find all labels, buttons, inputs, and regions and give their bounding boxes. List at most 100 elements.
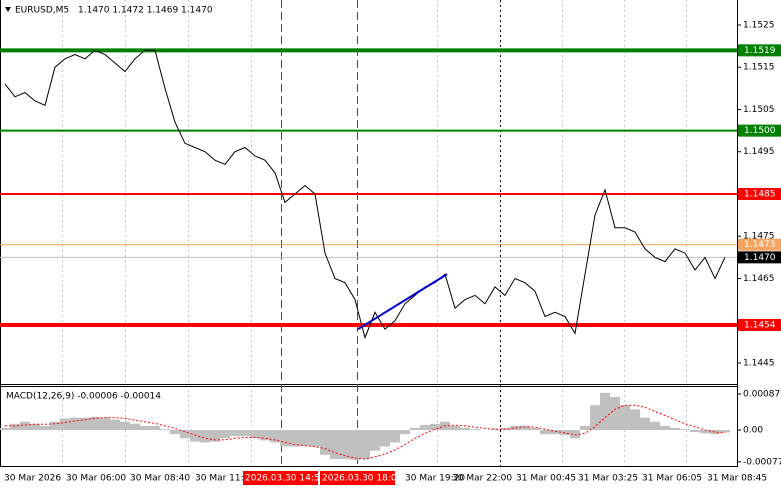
macd-bar (330, 430, 340, 459)
y-tick-label: 1.1505 (743, 105, 775, 115)
level-label-bg (738, 318, 781, 331)
y-tick-label: 1.1525 (743, 20, 775, 30)
macd-bar (40, 425, 50, 431)
macd-bar (590, 405, 600, 431)
x-tick-label: 31 Mar 08:45 (707, 474, 767, 484)
macd-bar (70, 417, 80, 431)
x-tick-label: 30 Mar 2026 (4, 474, 61, 484)
macd-bar (120, 421, 130, 431)
trend-line (357, 273, 448, 331)
macd-bar (190, 430, 200, 442)
macd-bar (90, 416, 100, 431)
macd-bar (160, 429, 170, 431)
macd-bar (470, 429, 480, 431)
macd-bar (720, 430, 730, 433)
level-label: 1.1470 (744, 253, 776, 263)
macd-bar (260, 430, 270, 441)
macd-bar (310, 430, 320, 447)
macd-bar (620, 405, 630, 431)
price-line (4, 49, 726, 340)
ohlc-values: 1.1470 1.1472 1.1469 1.1470 (78, 6, 213, 16)
level-label-bg (738, 251, 781, 264)
macd-bar (110, 419, 120, 431)
macd-bar (670, 427, 680, 431)
macd-bar (560, 430, 570, 435)
x-tick-label: 31 Mar 03:25 (578, 474, 638, 484)
macd-bar (210, 430, 220, 442)
macd-bar (680, 429, 690, 431)
level-label: 1.1519 (744, 46, 776, 56)
macd-bar (230, 430, 240, 437)
macd-bar (300, 430, 310, 446)
macd-bar (580, 425, 590, 431)
level-label: 1.1473 (744, 240, 776, 250)
macd-bar (640, 417, 650, 431)
x-tick-label: 30 Mar 11: (195, 474, 244, 484)
macd-bar (140, 425, 150, 431)
macd-bar (340, 430, 350, 459)
macd-bar (660, 425, 670, 431)
level-label-bg (738, 187, 781, 200)
macd-bar (60, 418, 70, 431)
signal-line (5, 404, 726, 460)
macd-bar (450, 425, 460, 431)
macd-bar (150, 425, 160, 431)
x-tick-label: 30 Mar 22:00 (452, 474, 512, 484)
macd-bar (280, 430, 290, 447)
x-tick-label: 31 Mar 06:05 (642, 474, 702, 484)
macd-bar (690, 430, 700, 433)
macd-bar (50, 421, 60, 431)
macd-bar (180, 430, 190, 439)
macd-bar (320, 430, 330, 455)
x-tick-label: 30 Mar 19:20 (405, 474, 465, 484)
macd-bar (400, 430, 410, 435)
macd-bar (710, 430, 720, 435)
macd-title: MACD(12,26,9) -0.00006 -0.00014 (6, 392, 161, 402)
y-tick-label: 1.1445 (743, 358, 775, 368)
macd-bar (380, 430, 390, 447)
macd-bar (240, 430, 250, 437)
x-tick-label: 31 Mar 00:45 (516, 474, 576, 484)
macd-bar (290, 430, 300, 447)
macd-bar (360, 430, 370, 459)
macd-bar (200, 430, 210, 443)
y-tick-label: 0.00 (743, 426, 763, 436)
macd-bar (350, 430, 360, 460)
macd-bar (20, 421, 30, 431)
macd-bar (100, 417, 110, 431)
time-marker-label: 2026.03.30 18:05 (322, 474, 402, 484)
level-label-bg (738, 44, 781, 57)
time-marker-label: 2026.03.30 14:55 (245, 474, 325, 484)
macd-bar (30, 423, 40, 431)
macd-bar (10, 423, 20, 431)
macd-bar (80, 417, 90, 431)
macd-bar (600, 392, 610, 431)
macd-bar (550, 430, 560, 435)
macd-bar (420, 425, 430, 431)
macd-bar (220, 430, 230, 439)
level-label-bg (738, 124, 781, 137)
macd-bar (700, 430, 710, 434)
macd-bar (520, 425, 530, 431)
macd-bar (270, 430, 280, 443)
x-tick-label: 30 Mar 08:40 (130, 474, 190, 484)
symbol-title: EURUSD,M5 (15, 6, 69, 16)
macd-bar (610, 396, 620, 431)
macd-bar (410, 427, 420, 431)
macd-bar (530, 427, 540, 431)
macd-bar (570, 430, 580, 439)
y-tick-label: 1.1475 (743, 232, 775, 242)
level-label: 1.1485 (744, 189, 776, 199)
macd-bar (430, 423, 440, 431)
macd-bar (460, 427, 470, 431)
macd-bar (490, 429, 500, 431)
time-marker-label-bg (243, 471, 318, 485)
menu-arrow (5, 7, 11, 12)
macd-bar (370, 430, 380, 451)
x-tick-label: 30 Mar 06:00 (66, 474, 126, 484)
level-label: 1.1500 (744, 126, 776, 136)
y-tick-label: 0.00087 (743, 390, 780, 400)
macd-bar (390, 430, 400, 443)
